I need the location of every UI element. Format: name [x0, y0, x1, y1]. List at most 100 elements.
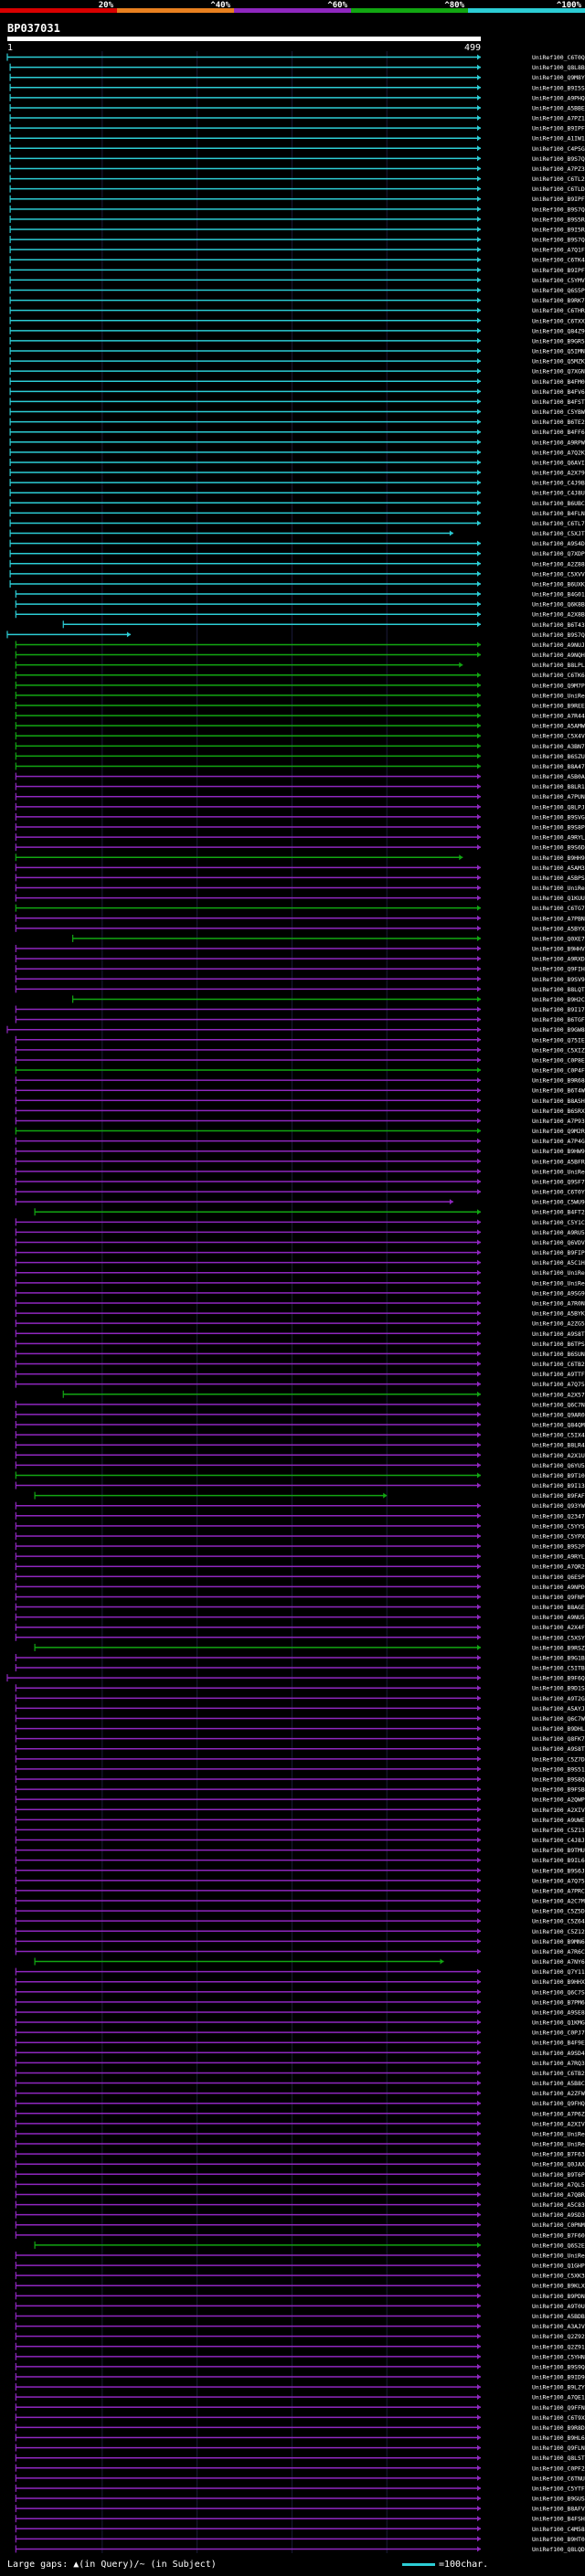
- hit-arrow: [477, 1644, 481, 1650]
- hit-label: UniRef100_Q9FHQ1: [532, 2100, 585, 2107]
- hit-label: UniRef100_C5YHN7: [532, 2353, 585, 2360]
- hit-arrow: [477, 1675, 481, 1681]
- hit-arrow: [477, 2040, 481, 2046]
- hit-arrow: [477, 135, 481, 142]
- hit-label: UniRef100_B9S7Q2: [532, 237, 585, 244]
- hit-label: UniRef100_B9S7Q1: [532, 155, 585, 163]
- ruler-start-label: 1: [7, 43, 13, 51]
- hit-arrow: [477, 247, 481, 253]
- hit-arrow: [477, 1462, 481, 1468]
- hit-arrow: [477, 2343, 481, 2349]
- hit-arrow: [477, 2201, 481, 2208]
- hit-arrow: [477, 1269, 481, 1276]
- hit-label: UniRef100_A2QWP0: [532, 1797, 585, 1804]
- hit-label: UniRef100_A7P939: [532, 1118, 585, 1125]
- hit-arrow: [477, 1887, 481, 1893]
- hit-label: UniRef100_C5XSY6: [532, 1634, 585, 1641]
- hit-label: UniRef100_C6TB29: [532, 2070, 585, 2077]
- hit-label: UniRef100_B6SRX6: [532, 1108, 585, 1115]
- hit-label: UniRef100_C4P5G5: [532, 145, 585, 153]
- hit-arrow: [477, 115, 481, 122]
- hit-label: UniRef100_A7PZ15: [532, 115, 585, 122]
- hit-arrow: [477, 885, 481, 891]
- hit-label: UniRef100_C4M587: [532, 2526, 585, 2533]
- hit-arrow: [477, 783, 481, 790]
- hit-label: UniRef100_Q6S5P7: [532, 287, 585, 294]
- hit-label: UniRef100_C6T0Q4: [532, 54, 585, 61]
- hit-label: UniRef100_Q6S2E9: [532, 2242, 585, 2249]
- hit-arrow: [477, 1097, 481, 1104]
- hit-label: UniRef100_A7Q1F7: [532, 247, 585, 254]
- hit-label: UniRef100_Q6K8B3: [532, 601, 585, 609]
- large-gaps-legend: Large gaps: ▲(in Query)/~ (in Subject): [7, 2560, 217, 2570]
- hit-arrow: [477, 54, 481, 60]
- hit-label: UniRef100_B4FST1: [532, 398, 585, 406]
- hit-arrow: [477, 1624, 481, 1630]
- hit-arrow: [477, 1452, 481, 1458]
- hit-arrow: [477, 1695, 481, 1701]
- hit-label: UniRef100_B9GR59: [532, 337, 585, 345]
- hit-label: UniRef100_Q23470: [532, 1512, 585, 1520]
- hit-arrow: [477, 1725, 481, 1732]
- hit-label: UniRef100_B8A470: [532, 763, 585, 770]
- hit-arrow: [477, 1209, 481, 1215]
- hit-arrow: [477, 682, 481, 688]
- hit-arrow: [440, 1958, 444, 1965]
- hit-label: UniRef100_B9TMU4: [532, 1847, 585, 1854]
- hit-arrow: [477, 1036, 481, 1043]
- hit-arrow: [477, 1118, 481, 1124]
- hit-label: UniRef100_B6T4W4: [532, 1087, 585, 1095]
- hit-arrow: [477, 875, 481, 881]
- hit-label: UniRef100_A7P6Z6: [532, 2110, 585, 2117]
- hit-arrow: [477, 1847, 481, 1853]
- hit-arrow: [477, 1239, 481, 1246]
- hit-label: UniRef100_A3BN79: [532, 743, 585, 750]
- hit-arrow: [477, 976, 481, 982]
- hit-label: UniRef100_UniRef100_3: [532, 1168, 585, 1175]
- hit-label: UniRef100_B8ASH5: [532, 1097, 585, 1105]
- hit-arrow: [477, 196, 481, 202]
- hit-label: UniRef100_A5AMW0: [532, 723, 585, 730]
- hit-label: UniRef100_Q7Y110: [532, 1968, 585, 1976]
- hit-arrow: [477, 1776, 481, 1782]
- hit-arrow: [477, 1168, 481, 1174]
- hit-label: UniRef100_A9NUJ8: [532, 641, 585, 649]
- hit-label: UniRef100_Q93YW8: [532, 1502, 585, 1510]
- hit-label: UniRef100_A5BDB8: [532, 2313, 585, 2320]
- hit-label: UniRef100_A2X573: [532, 1391, 585, 1398]
- hit-arrow: [477, 64, 481, 70]
- hit-arrow: [477, 307, 481, 313]
- hit-label: UniRef100_A9SG96: [532, 1289, 585, 1297]
- hit-label: UniRef100_Q7XGN0: [532, 368, 585, 376]
- hit-label: UniRef100_A9S4D6: [532, 540, 585, 547]
- hit-arrow: [477, 1249, 481, 1256]
- hit-label: UniRef100_B9R8D0: [532, 2424, 585, 2432]
- hit-arrow: [477, 2141, 481, 2147]
- hit-arrow: [477, 1928, 481, 1935]
- hit-label: UniRef100_B9IPF2: [532, 196, 585, 203]
- hit-label: UniRef100_B9T102: [532, 1472, 585, 1479]
- hit-label: UniRef100_A7R0N8: [532, 1300, 585, 1308]
- scale-legend: =100char.: [402, 2560, 488, 2570]
- hit-arrow: [477, 2231, 481, 2238]
- hit-label: UniRef100_C6TL78: [532, 520, 585, 527]
- hit-label: UniRef100_Q84QM7: [532, 1422, 585, 1429]
- hit-arrow: [477, 2506, 481, 2512]
- hit-label: UniRef100_UniRef100_5: [532, 1279, 585, 1287]
- hit-label: UniRef100_B7F639: [532, 2151, 585, 2158]
- hit-arrow: [477, 429, 481, 435]
- hit-arrow: [477, 2252, 481, 2258]
- hit-label: UniRef100_B9H2C0: [532, 996, 585, 1003]
- hit-label: UniRef100_Q5MZK0: [532, 358, 585, 366]
- hit-arrow: [477, 1837, 481, 1843]
- legend-segment: [468, 8, 585, 13]
- hit-arrow: [477, 2465, 481, 2471]
- hit-arrow: [477, 1279, 481, 1286]
- hit-label: UniRef100_B9LZY6: [532, 2384, 585, 2391]
- hit-arrow: [477, 1320, 481, 1327]
- hit-label: UniRef100_Q6VDV9: [532, 1239, 585, 1246]
- hit-label: UniRef100_B8AFV2: [532, 2506, 585, 2513]
- hit-arrow: [477, 104, 481, 111]
- hit-arrow: [477, 570, 481, 577]
- hit-arrow: [477, 1817, 481, 1823]
